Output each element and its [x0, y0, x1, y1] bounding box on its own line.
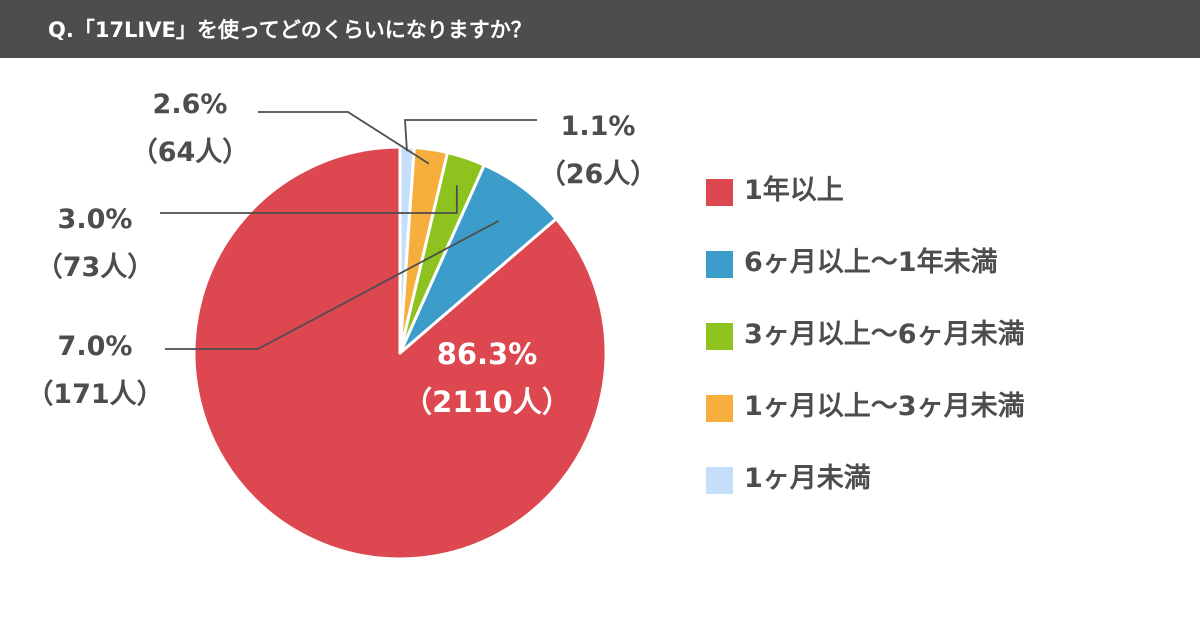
data-label-count: （2110人）	[403, 385, 571, 419]
question-header: Q.「17LIVE」を使ってどのくらいになりますか？	[0, 0, 1200, 58]
legend-label: 3ヶ月以上〜6ヶ月未満	[744, 319, 1025, 350]
data-label-percent: 86.3%	[437, 337, 538, 371]
legend-label: 1ヶ月以上〜3ヶ月未満	[744, 391, 1025, 422]
legend-label: 6ヶ月以上〜1年未満	[744, 247, 998, 278]
data-label-count: （26人）	[539, 159, 658, 190]
legend-swatch-light-blue	[706, 467, 733, 494]
legend-label: 1ヶ月未満	[744, 463, 871, 494]
legend-swatch-orange	[706, 395, 733, 422]
legend-swatch-green	[706, 323, 733, 350]
data-label-percent: 2.6%	[153, 89, 228, 120]
data-label-count: （73人）	[36, 252, 155, 283]
leader-line	[404, 119, 537, 152]
leader-line	[160, 185, 458, 214]
leader-line	[165, 220, 499, 350]
data-label-percent: 3.0%	[58, 204, 133, 235]
data-label-percent: 1.1%	[561, 111, 636, 142]
legend-swatch-blue	[706, 251, 733, 278]
leader-line	[258, 111, 430, 165]
question-title: Q.「17LIVE」を使ってどのくらいになりますか？	[48, 18, 532, 42]
legend-label: 1年以上	[744, 175, 844, 206]
data-label-percent: 7.0%	[58, 331, 133, 362]
legend-swatch-red	[706, 179, 733, 206]
data-label-count: （64人）	[131, 137, 250, 168]
data-label-count: （171人）	[26, 379, 163, 410]
